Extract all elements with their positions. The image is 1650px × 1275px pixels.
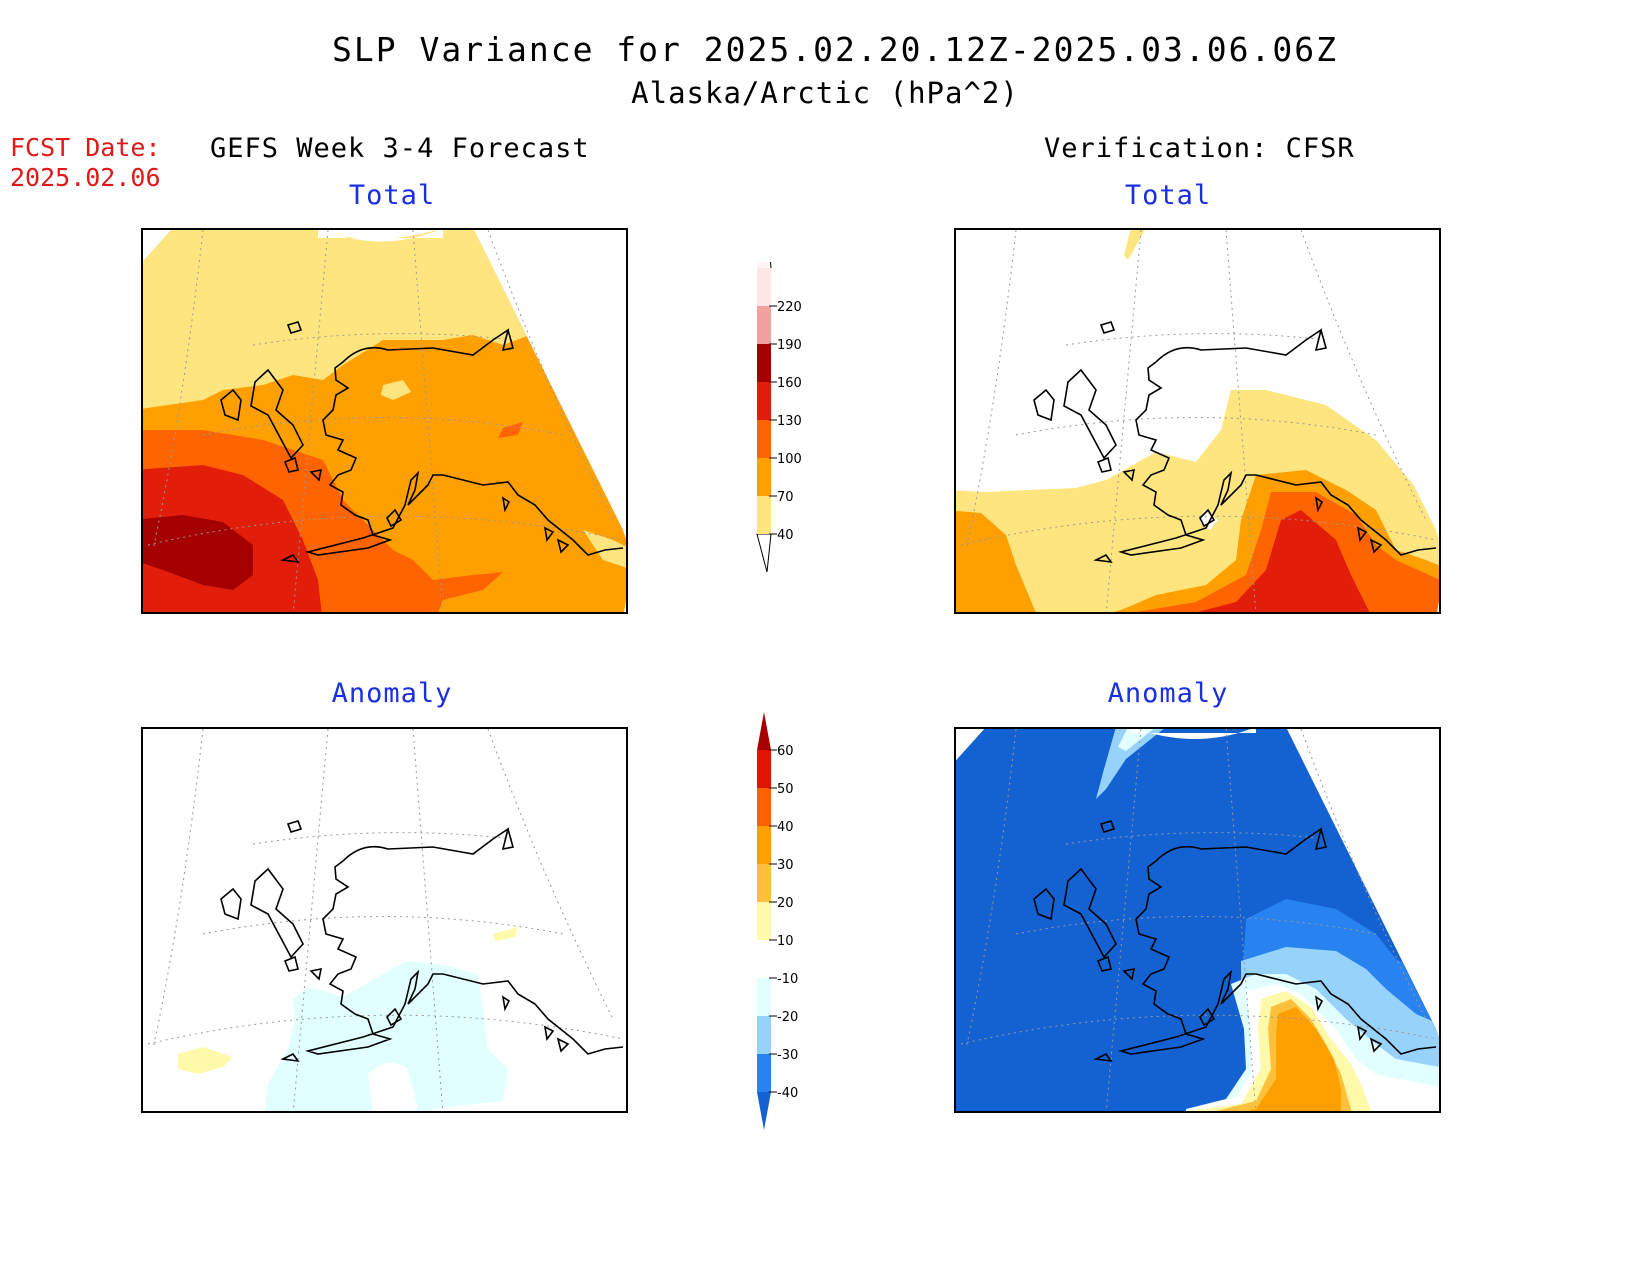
anomaly-colorbar-label: -10 [777, 972, 798, 987]
anomaly-colorbar: -40 -30 -20 -10 10 20 30 40 50 60 [745, 710, 825, 1140]
forecast-column-title: GEFS Week 3-4 Forecast [210, 133, 590, 164]
total-colorbar-segment [757, 344, 771, 382]
total-colorbar-upper-extension [757, 230, 771, 268]
anomaly-colorbar-segment [757, 788, 771, 826]
main-subtitle: Alaska/Arctic (hPa^2) [631, 76, 1019, 110]
verify-anomaly-map [954, 727, 1441, 1113]
verification-column-title: Verification: CFSR [1044, 133, 1355, 164]
total-colorbar-segment [757, 306, 771, 344]
forecast-anomaly-label: Anomaly [331, 678, 453, 709]
forecast-total-label: Total [348, 180, 436, 211]
verify-total-label: Total [1124, 180, 1212, 211]
total-colorbar-lower-extension [756, 533, 772, 573]
fcst-date: FCST Date: 2025.02.06 [10, 133, 161, 193]
anomaly-colorbar-label: 50 [777, 782, 794, 797]
fcst-date-value: 2025.02.06 [10, 163, 161, 192]
total-colorbar-segment [757, 268, 771, 306]
total-colorbar-label: 70 [777, 490, 794, 505]
total-colorbar-label: 40 [777, 528, 794, 543]
anomaly-colorbar-label: 60 [777, 744, 794, 759]
fcst-date-label: FCST Date: [10, 133, 161, 162]
anomaly-colorbar-segment [757, 1016, 771, 1054]
anomaly-colorbar-label: -30 [777, 1048, 798, 1063]
verify-anomaly-label: Anomaly [1107, 678, 1229, 709]
anomaly-colorbar-label: 20 [777, 896, 794, 911]
total-colorbar-label: 100 [777, 452, 802, 467]
anomaly-colorbar-svg: -40 -30 -20 -10 10 20 30 40 50 60 [757, 712, 798, 1130]
anomaly-colorbar-label: 40 [777, 820, 794, 835]
total-colorbar-segment [757, 382, 771, 420]
total-colorbar-label: 130 [777, 414, 802, 429]
total-colorbar-segment [757, 496, 771, 534]
anomaly-colorbar-segment [757, 750, 771, 788]
total-colorbar-segment [757, 420, 771, 458]
total-colorbar: 40 70 100 130 160 190 220 [745, 229, 825, 582]
anomaly-colorbar-segment [757, 978, 771, 1016]
anomaly-colorbar-segment [757, 902, 771, 940]
total-colorbar-label: 190 [777, 338, 802, 353]
anomaly-colorbar-label: -40 [777, 1086, 798, 1101]
main-title: SLP Variance for 2025.02.20.12Z-2025.03.… [332, 30, 1338, 69]
anomaly-colorbar-label: 30 [777, 858, 794, 873]
anomaly-colorbar-segment [757, 940, 771, 978]
anomaly-colorbar-segment [757, 826, 771, 864]
anomaly-colorbar-segment [757, 1054, 771, 1092]
total-colorbar-label: 220 [777, 300, 802, 315]
forecast-anomaly-map [141, 727, 628, 1113]
verify-total-map [954, 228, 1441, 614]
total-colorbar-label: 160 [777, 376, 802, 391]
anomaly-colorbar-segment [757, 864, 771, 902]
anomaly-colorbar-label: 10 [777, 934, 794, 949]
anomaly-colorbar-label: -20 [777, 1010, 798, 1025]
anomaly-colorbar-lower-extension [757, 1092, 771, 1130]
forecast-total-map [141, 228, 628, 614]
total-colorbar-segment [757, 458, 771, 496]
total-colorbar-svg: 40 70 100 130 160 190 220 [756, 229, 802, 573]
anomaly-colorbar-upper-extension [757, 712, 771, 750]
